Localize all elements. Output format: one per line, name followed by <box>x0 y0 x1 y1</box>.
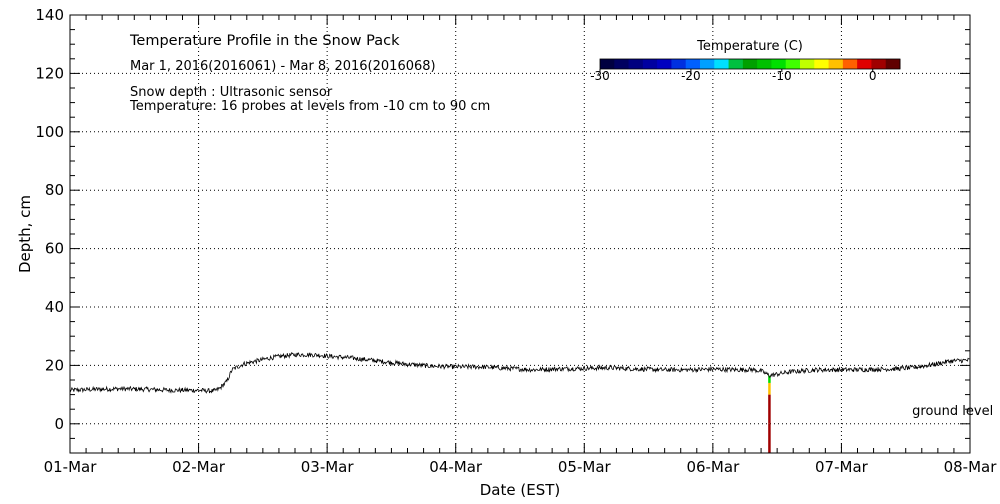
y-tick-label: 80 <box>45 181 64 199</box>
colorbar-swatch <box>714 59 730 69</box>
y-tick-label: 100 <box>35 123 64 141</box>
colorbar-swatch <box>671 59 687 69</box>
colorbar-tick-label: 0 <box>869 69 877 83</box>
x-tick-label: 06-Mar <box>686 458 740 476</box>
colorbar-swatch <box>657 59 672 69</box>
y-tick-label: 40 <box>45 298 64 316</box>
y-tick-label: 60 <box>45 240 64 258</box>
y-tick-label: 20 <box>45 356 64 374</box>
x-tick-label: 04-Mar <box>429 458 483 476</box>
colorbar-tick-label: -10 <box>772 69 792 83</box>
tick-labels: 0 20 40 60 80 100 120 140 01-Mar 02-Mar 03-Mar 04-M… <box>35 6 997 476</box>
y-tick-label: 120 <box>35 64 64 82</box>
chart-subtitle: Mar 1, 2016(2016061) - Mar 8, 2016(20160… <box>130 59 436 74</box>
x-axis-label: Date (EST) <box>480 481 561 499</box>
colorbar-tick-label: -20 <box>681 69 701 83</box>
y-axis-label: Depth, cm <box>16 195 34 273</box>
colorbar-swatch <box>614 59 630 69</box>
x-tick-label: 08-Mar <box>944 458 998 476</box>
ground-level-label: ground level <box>912 404 993 419</box>
colorbar-swatch <box>785 59 801 69</box>
colorbar-swatch <box>628 59 644 69</box>
colorbar-swatch <box>842 59 858 69</box>
colorbar-swatch <box>685 59 701 69</box>
x-tick-label: 02-Mar <box>172 458 226 476</box>
x-tick-label: 07-Mar <box>815 458 869 476</box>
colorbar-swatch <box>871 59 887 69</box>
colorbar-swatch <box>700 59 715 69</box>
snow-depth-line <box>69 351 971 394</box>
plot-frame <box>69 14 971 454</box>
colorbar-swatch <box>600 59 615 69</box>
axis-ticks <box>69 14 971 454</box>
x-tick-label: 03-Mar <box>301 458 355 476</box>
colorbar-swatch <box>800 59 815 69</box>
colorbar-swatch <box>642 59 658 69</box>
colorbar-frame <box>599 58 901 70</box>
colorbar-swatch <box>728 59 744 69</box>
colorbar-swatch <box>857 59 872 69</box>
x-tick-label: 01-Mar <box>44 458 98 476</box>
colorbar-swatch <box>742 59 758 69</box>
x-tick-label: 05-Mar <box>558 458 612 476</box>
y-tick-label: 140 <box>35 6 64 24</box>
chart-note-temperature: Temperature: 16 probes at levels from -1… <box>129 99 490 114</box>
colorbar-swatch <box>885 59 901 69</box>
grid-lines <box>70 15 970 453</box>
colorbar-tick-label: -30 <box>590 69 610 83</box>
chart-title: Temperature Profile in the Snow Pack <box>129 33 400 49</box>
colorbar-title: Temperature (C) <box>696 39 803 54</box>
colorbar-swatch <box>828 59 844 69</box>
y-tick-label: 0 <box>54 415 64 433</box>
colorbar: -30 -20 -10 0 <box>590 58 901 83</box>
chart-note-depth: Snow depth : Ultrasonic sensor <box>130 85 333 100</box>
colorbar-swatch <box>814 59 830 69</box>
series-layer <box>69 351 971 453</box>
colorbar-swatch <box>771 59 787 69</box>
colorbar-swatch <box>757 59 772 69</box>
